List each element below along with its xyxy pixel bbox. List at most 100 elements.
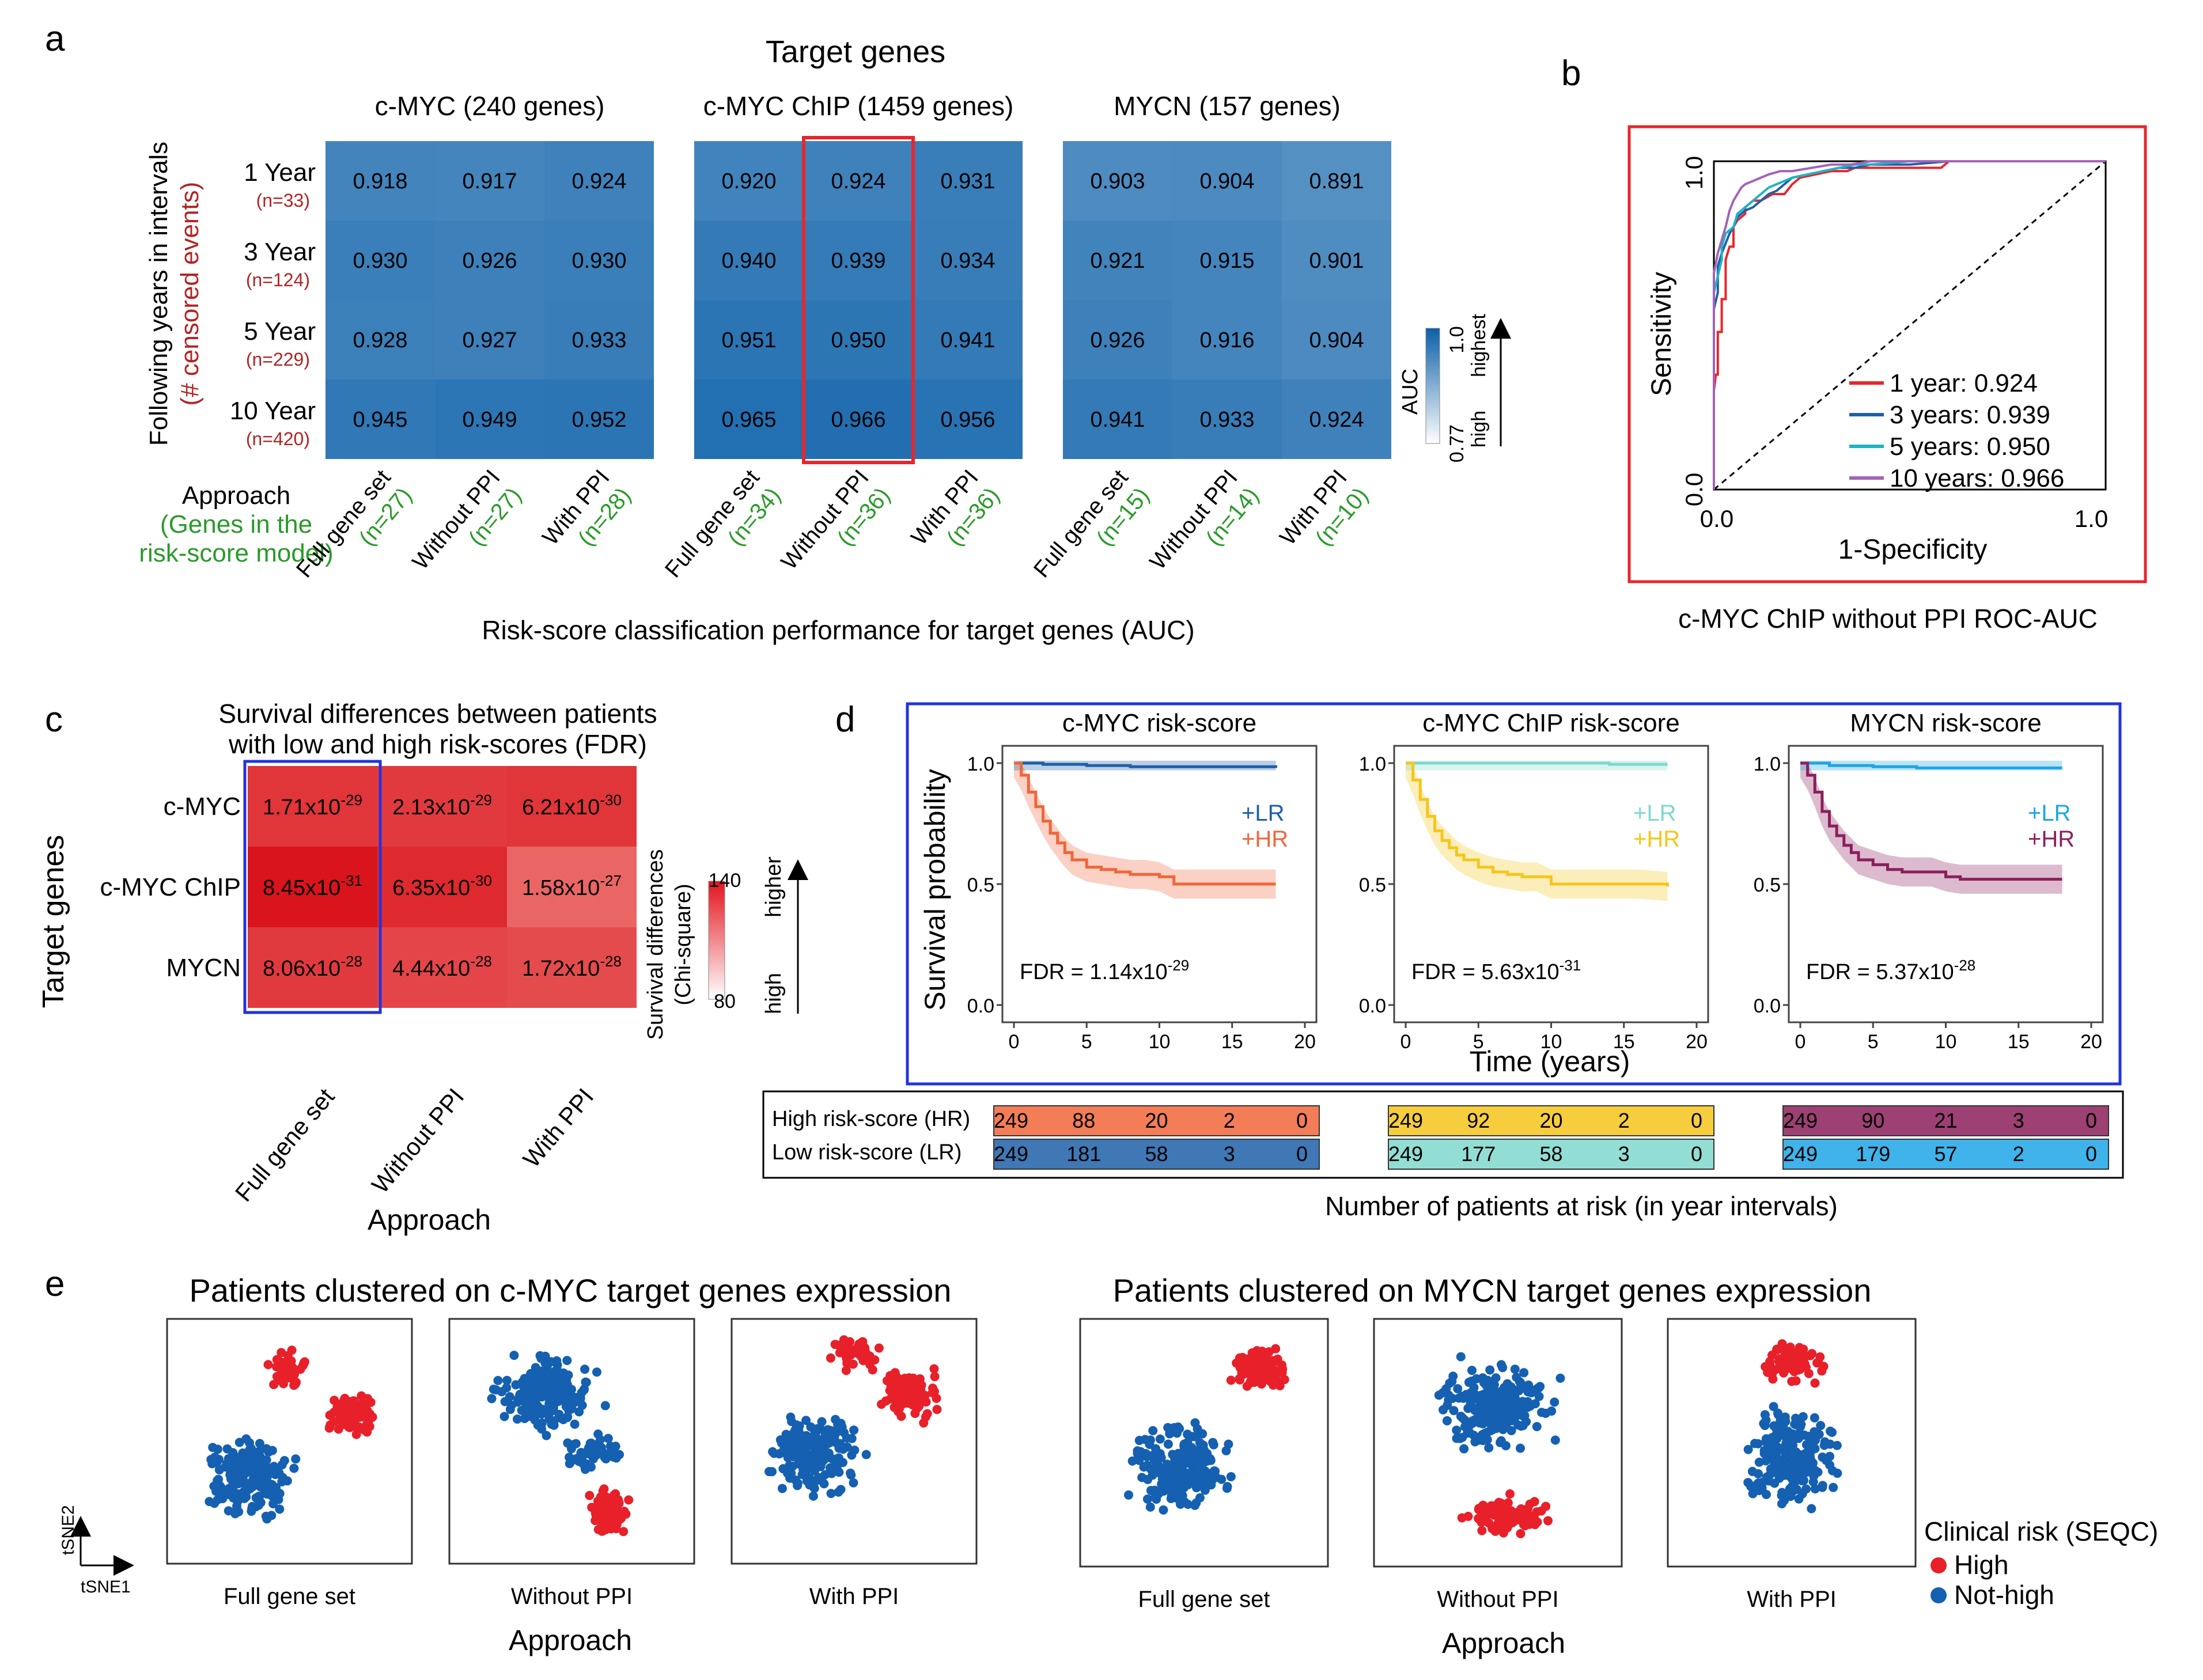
km-legend-hr: +HR bbox=[2028, 826, 2075, 852]
heatmap-cell bbox=[804, 380, 913, 459]
tsne-point bbox=[562, 1356, 572, 1366]
heatmap-cell bbox=[325, 221, 435, 300]
tsne-point bbox=[1810, 1435, 1820, 1445]
tsne-point bbox=[785, 1473, 795, 1483]
tsne-point bbox=[499, 1412, 509, 1421]
km-legend-hr: +HR bbox=[1241, 826, 1288, 852]
tsne-point bbox=[1199, 1483, 1209, 1493]
tsne-point bbox=[280, 1366, 290, 1376]
tsne-point bbox=[567, 1404, 577, 1413]
tsne-point bbox=[268, 1499, 278, 1508]
tsne-point bbox=[1825, 1439, 1835, 1449]
heatmap-cell bbox=[325, 141, 435, 221]
tsne-point bbox=[493, 1375, 503, 1385]
chi-legend-down: high bbox=[762, 973, 786, 1014]
heatmap-cell bbox=[1172, 300, 1282, 380]
cell-value: 0.930 bbox=[353, 249, 407, 273]
tsne-point bbox=[1504, 1505, 1514, 1515]
tsne-point bbox=[861, 1450, 871, 1459]
row-label: 1 Year bbox=[244, 158, 316, 187]
tsne-point bbox=[1793, 1420, 1803, 1430]
tsne-point bbox=[1475, 1395, 1485, 1405]
tsne-point bbox=[585, 1491, 595, 1500]
tsne-point bbox=[225, 1461, 235, 1471]
tsne-point bbox=[794, 1459, 804, 1469]
tsne-point bbox=[832, 1462, 842, 1472]
roc-curve bbox=[1713, 160, 2106, 490]
risk-count: 92 bbox=[1467, 1109, 1490, 1132]
tsne-xlabel-left: Approach bbox=[509, 1624, 632, 1656]
tsne-point bbox=[813, 1473, 823, 1482]
tsne-point bbox=[612, 1515, 622, 1525]
tsne-point bbox=[767, 1467, 777, 1477]
tsne-point bbox=[1784, 1428, 1793, 1438]
tsne-point bbox=[566, 1385, 576, 1394]
tsne-point bbox=[1505, 1517, 1515, 1527]
tsne-point bbox=[1521, 1397, 1531, 1407]
tsne-point bbox=[599, 1484, 609, 1494]
tsne-point bbox=[928, 1383, 938, 1393]
tsne-subplot-label: Without PPI bbox=[511, 1584, 633, 1609]
tsne-point bbox=[1449, 1406, 1459, 1416]
cell-value: 0.926 bbox=[462, 249, 517, 273]
roc-caption: c-MYC ChIP without PPI ROC-AUC bbox=[1678, 604, 2098, 634]
tsne-point bbox=[1807, 1349, 1817, 1359]
tsne-point bbox=[1265, 1369, 1274, 1379]
panel-c-cells: c-MYC 1.71x10-29 2.13x10-29 6.21x10-30 c-MYC… bbox=[100, 760, 637, 1207]
tsne-point bbox=[255, 1472, 264, 1482]
tsne-point bbox=[842, 1358, 852, 1368]
cell-value: 0.956 bbox=[940, 408, 995, 432]
heatmap-cell bbox=[377, 766, 507, 847]
tsne-point bbox=[792, 1420, 801, 1430]
tsne-point bbox=[1188, 1472, 1198, 1482]
heatmap-cell bbox=[248, 847, 377, 927]
risk-count: 58 bbox=[1145, 1142, 1168, 1166]
panel-a-ylabel: Following years in intervals (# censored… bbox=[145, 142, 204, 446]
tsne-point bbox=[592, 1512, 602, 1522]
column-label: With PPI(n=36) bbox=[906, 465, 1004, 551]
heatmap-cell bbox=[507, 766, 637, 847]
km-hr-curve bbox=[1406, 761, 1669, 887]
tsne-point bbox=[1769, 1402, 1778, 1412]
heatmap-cell bbox=[1172, 141, 1282, 221]
tsne-point bbox=[291, 1454, 301, 1464]
km-title: c-MYC ChIP risk-score bbox=[1422, 709, 1680, 737]
tsne-point bbox=[836, 1345, 846, 1355]
tsne-point bbox=[1787, 1376, 1797, 1386]
km-xtick-label: 5 bbox=[1473, 1031, 1484, 1053]
tsne-point bbox=[845, 1337, 855, 1347]
km-lr-curve bbox=[1014, 761, 1277, 768]
risk-count: 0 bbox=[1296, 1109, 1308, 1132]
column-label: Full gene set(n=34) bbox=[660, 465, 786, 583]
chi-legend-title-1: Survival differences bbox=[644, 850, 668, 1040]
panel-letter-b: b bbox=[1561, 54, 1581, 93]
tsne-point bbox=[349, 1396, 359, 1406]
tsne-point bbox=[874, 1343, 884, 1353]
tsne-point bbox=[903, 1391, 913, 1401]
heatmap-cell bbox=[435, 300, 544, 380]
tsne-point bbox=[1202, 1448, 1212, 1458]
tsne-subplot-label: Full gene set bbox=[224, 1584, 355, 1609]
heatmap-cell bbox=[544, 221, 654, 300]
tsne-point bbox=[354, 1405, 364, 1414]
cell-value: 0.915 bbox=[1199, 249, 1254, 273]
tsne-point bbox=[275, 1489, 285, 1499]
tsne-point bbox=[505, 1405, 515, 1414]
tsne-point bbox=[1785, 1488, 1795, 1498]
tsne-point bbox=[1516, 1443, 1526, 1453]
tsne-point bbox=[535, 1351, 545, 1360]
tsne-point bbox=[1821, 1455, 1831, 1465]
tsne-point bbox=[847, 1450, 857, 1460]
tsne-point bbox=[277, 1348, 286, 1357]
tsne-point bbox=[1173, 1488, 1183, 1497]
tsne-point bbox=[1760, 1421, 1770, 1431]
tsne-point bbox=[1159, 1505, 1168, 1515]
tsne-point bbox=[1142, 1494, 1152, 1504]
heatmap-cell bbox=[435, 141, 544, 221]
tsne-subplot: With PPI bbox=[730, 1318, 978, 1609]
tsne-point bbox=[1772, 1345, 1781, 1355]
tsne-point bbox=[1550, 1435, 1560, 1445]
tsne-point bbox=[1547, 1406, 1557, 1416]
tsne-point bbox=[1162, 1459, 1172, 1469]
km-ytick-label: 1.0 bbox=[967, 753, 994, 775]
